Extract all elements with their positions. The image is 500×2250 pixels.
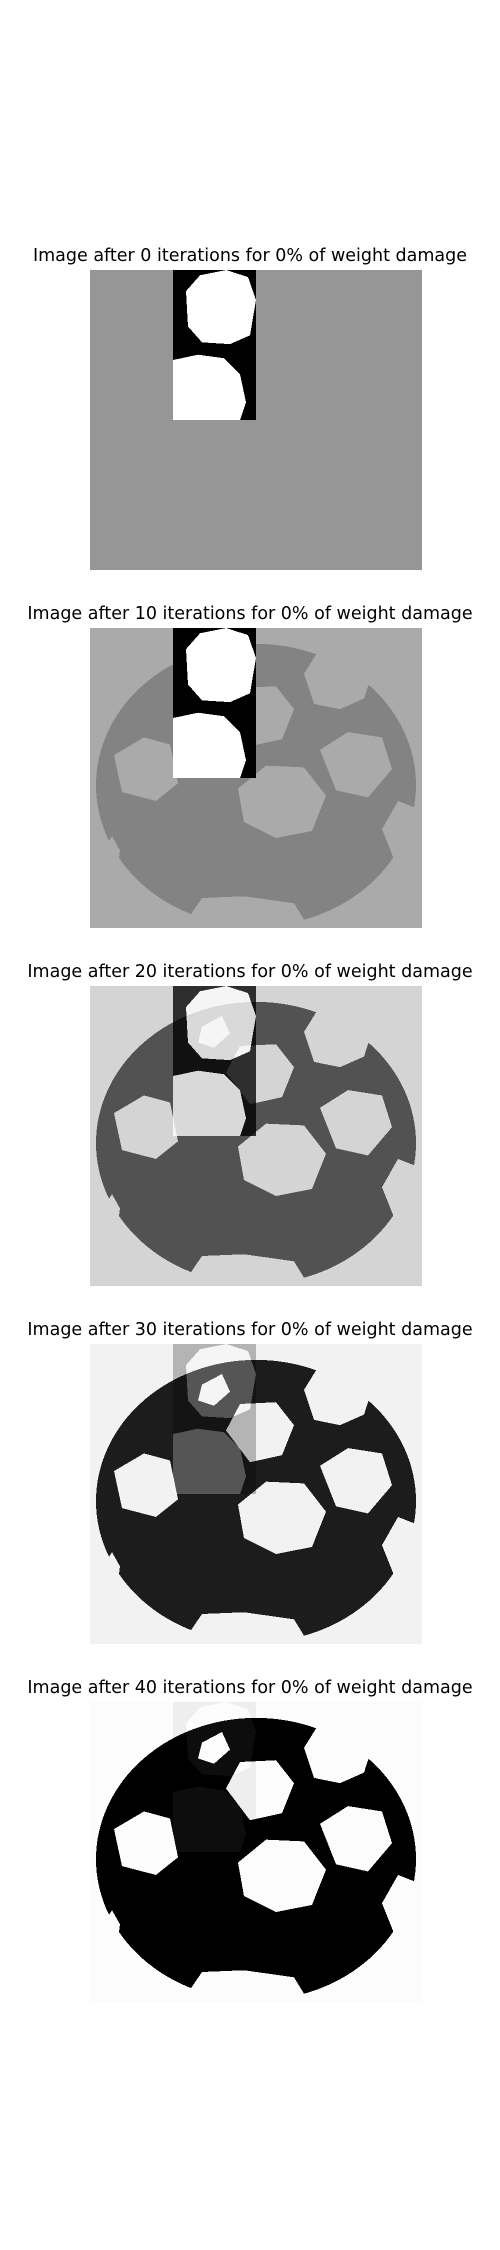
initial-patch	[173, 1344, 256, 1495]
ball-panel	[188, 1254, 308, 1286]
ball-panel	[188, 1612, 308, 1644]
ball-panel	[100, 836, 120, 881]
ball-panel	[114, 1453, 178, 1517]
ball-panel	[304, 1363, 372, 1426]
ball-panel	[320, 1448, 392, 1514]
ball-panel	[188, 896, 308, 928]
ball-panel	[304, 1721, 372, 1784]
panel-title: Image after 30 iterations for 0% of weig…	[27, 1320, 473, 1340]
initial-patch	[173, 986, 256, 1137]
ball-panel	[304, 1005, 372, 1068]
ball-panel	[320, 732, 392, 798]
reconstructed-image	[90, 986, 422, 1286]
ball-panel	[198, 1732, 230, 1764]
ball-panel	[238, 1481, 326, 1555]
ball-panel	[188, 1970, 308, 2002]
ball-panel	[114, 737, 178, 801]
ball-panel	[114, 1811, 178, 1875]
reconstructed-image	[90, 1344, 422, 1644]
ball-panel	[198, 1374, 230, 1406]
ball-panel	[320, 1090, 392, 1156]
initial-patch	[173, 628, 256, 779]
panel-title: Image after 0 iterations for 0% of weigh…	[32, 246, 468, 266]
ball-panel	[114, 1095, 178, 1159]
ball-panel	[238, 765, 326, 839]
ball-panel	[238, 1123, 326, 1197]
initial-patch	[173, 1702, 256, 1853]
ball-panel	[100, 1910, 120, 1955]
ball-panel	[304, 647, 372, 710]
ball-panel	[100, 1552, 120, 1597]
reconstructed-image	[90, 628, 422, 928]
panel-title: Image after 10 iterations for 0% of weig…	[27, 604, 473, 624]
ball-panel	[382, 1516, 416, 1576]
panel-title: Image after 40 iterations for 0% of weig…	[27, 1678, 473, 1698]
ball-panel	[382, 1158, 416, 1218]
ball-panel	[320, 1806, 392, 1872]
ball-panel	[226, 1760, 294, 1821]
ball-panel	[226, 1402, 294, 1463]
ball-panel	[100, 1194, 120, 1239]
reconstructed-image	[90, 270, 422, 570]
ball-panel	[238, 1839, 326, 1913]
panel-title: Image after 20 iterations for 0% of weig…	[27, 962, 473, 982]
ball-panel	[382, 800, 416, 860]
ball-panel	[382, 1874, 416, 1934]
reconstructed-image	[90, 1702, 422, 2002]
initial-patch	[173, 270, 256, 421]
